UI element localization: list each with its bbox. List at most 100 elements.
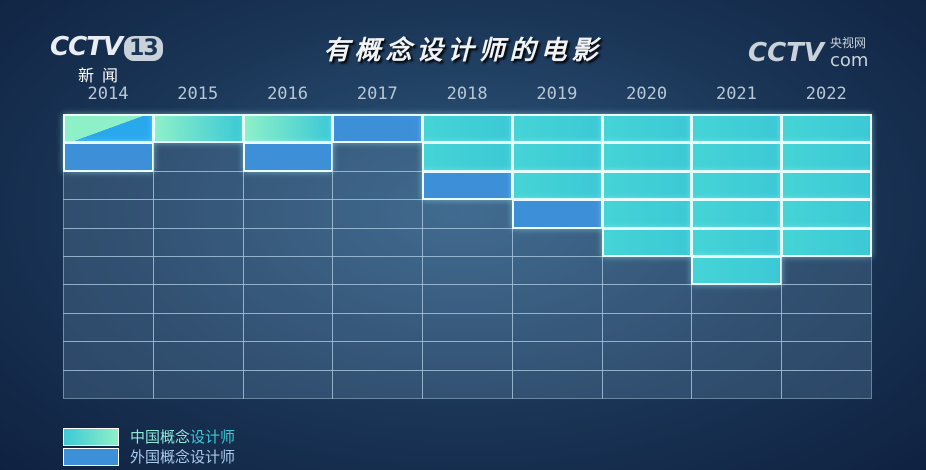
bar-segment-china: [422, 142, 513, 172]
x-tick-label: 2018: [446, 84, 488, 104]
grid-cell: [422, 341, 513, 371]
grid-cell: [422, 284, 513, 314]
grid-cell: [781, 256, 872, 286]
grid-cell: [511, 227, 603, 257]
grid-cell: [152, 227, 244, 257]
x-tick-label: 2015: [177, 84, 219, 104]
grid-cell: [511, 256, 603, 286]
x-tick-label: 2022: [805, 84, 847, 104]
bar-segment-china: [781, 142, 872, 172]
grid-cell: [63, 227, 154, 257]
x-tick-label: 2021: [715, 84, 757, 104]
bar-segment-china: [691, 256, 783, 286]
cctv-com-logo: CCTV 央视网 com: [748, 36, 869, 71]
grid-cell: [63, 284, 154, 314]
bar-segment-china: [601, 227, 693, 257]
bar-segment-china: [781, 199, 872, 229]
grid-cell: [601, 284, 693, 314]
bar-segment-china: [601, 199, 693, 229]
legend-swatch-china: [63, 428, 119, 446]
bar-segment-foreign: [422, 170, 513, 201]
bar-segment-foreign: [332, 114, 424, 144]
bar-segment-china: [152, 114, 244, 144]
bar-segment-china: [691, 227, 783, 257]
bar-segment-china: [511, 114, 603, 144]
bar-segment-foreign: [511, 199, 603, 229]
bar-segment-china: [511, 170, 603, 201]
grid-cell: [63, 170, 154, 201]
grid-cell: [63, 369, 154, 399]
grid-cell: [63, 312, 154, 343]
grid-cell: [781, 341, 872, 371]
logo-subtitle: 新闻: [78, 66, 127, 85]
grid-cell: [332, 256, 424, 286]
grid-cell: [242, 256, 334, 286]
bar-segment-china: [781, 170, 872, 201]
grid-cell: [63, 256, 154, 286]
grid-cell: [152, 170, 244, 201]
grid-cell: [781, 312, 872, 343]
bar-segment-china: [601, 114, 693, 144]
grid-cell: [691, 341, 783, 371]
bar-segment-foreign: [242, 142, 334, 172]
grid-cell: [242, 284, 334, 314]
bar-segment-china: [691, 142, 783, 172]
grid-cell: [332, 341, 424, 371]
x-tick-label: 2020: [626, 84, 668, 104]
grid-cell: [332, 312, 424, 343]
grid-cell: [242, 369, 334, 399]
grid-cell: [601, 256, 693, 286]
grid-cell: [691, 369, 783, 399]
x-tick-label: 2014: [87, 84, 129, 104]
grid-cell: [601, 312, 693, 343]
grid-cell: [422, 256, 513, 286]
grid-cell: [781, 284, 872, 314]
bar-segment-china: [691, 114, 783, 144]
grid-cell: [63, 341, 154, 371]
legend-label-china: 中国概念设计师: [130, 428, 236, 446]
grid-cell: [332, 170, 424, 201]
grid-cell: [511, 284, 603, 314]
bar-segment-china: [511, 142, 603, 172]
grid-cell: [332, 227, 424, 257]
legend-swatch-foreign: [63, 448, 119, 466]
chart-title: 有概念设计师的电影: [323, 36, 603, 66]
bar-segment-china: [242, 114, 334, 144]
grid-cell: [152, 341, 244, 371]
x-tick-label: 2017: [356, 84, 398, 104]
bar-segment-china: [691, 170, 783, 201]
grid-cell: [422, 369, 513, 399]
grid-cell: [242, 170, 334, 201]
bar-segment-china: [422, 114, 513, 144]
bar-segment-china: [781, 114, 872, 144]
grid-cell: [332, 284, 424, 314]
grid-cell: [242, 312, 334, 343]
grid-cell: [511, 369, 603, 399]
grid-cell: [332, 199, 424, 229]
bar-segment-foreign: [63, 142, 154, 172]
grid-cell: [152, 369, 244, 399]
bar-segment-china: [691, 199, 783, 229]
grid-cell: [242, 199, 334, 229]
grid-cell: [691, 312, 783, 343]
x-tick-label: 2016: [267, 84, 309, 104]
grid-cell: [422, 312, 513, 343]
bar-segment-mixed: [63, 114, 154, 144]
grid-cell: [511, 341, 603, 371]
grid-cell: [601, 341, 693, 371]
grid-cell: [691, 284, 783, 314]
grid-cell: [152, 142, 244, 172]
grid-cell: [332, 369, 424, 399]
cctv13-logo: CCTV 13: [50, 32, 163, 62]
grid-cell: [781, 369, 872, 399]
grid-cell: [152, 256, 244, 286]
grid-cell: [422, 227, 513, 257]
grid-cell: [152, 284, 244, 314]
legend-label-foreign: 外国概念设计师: [130, 448, 236, 466]
grid-cell: [152, 312, 244, 343]
grid-cell: [511, 312, 603, 343]
bar-segment-china: [781, 227, 872, 257]
grid-cell: [332, 142, 424, 172]
bar-segment-china: [601, 142, 693, 172]
grid-cell: [601, 369, 693, 399]
